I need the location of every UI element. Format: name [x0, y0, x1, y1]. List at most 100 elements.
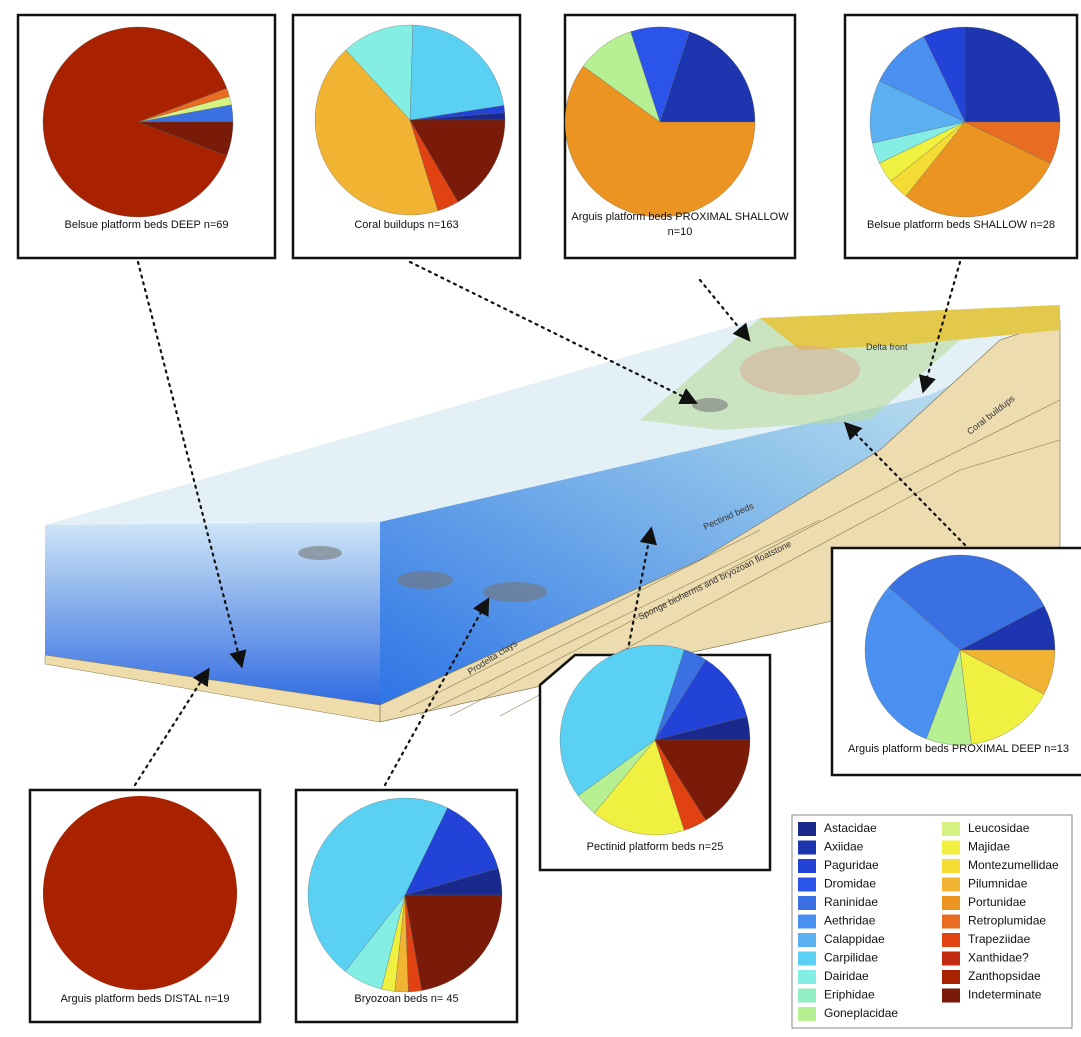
panel-title-box: Arguis platform beds PROXIMAL SHALLOW n=…	[571, 211, 789, 238]
delta-front-lobe	[740, 345, 860, 395]
panel-title: Belsue platform beds SHALLOW n=28	[866, 219, 1055, 231]
pie-slice	[864, 586, 961, 740]
buildup	[692, 398, 728, 412]
legend-label: Dairidae	[824, 969, 869, 983]
pie-slice	[564, 65, 756, 218]
legend-label: Montezumellidae	[968, 858, 1059, 872]
delta-plain	[760, 305, 1060, 350]
panel-title-box: Belsue platform beds DEEP n=69	[64, 219, 229, 231]
pie-slice	[559, 644, 685, 797]
legend-label: Calappidae	[824, 932, 885, 946]
legend-label: Trapeziidae	[968, 932, 1031, 946]
pointer-arrow	[133, 667, 210, 787]
legend-label: Astacidae	[824, 821, 877, 835]
buildup	[298, 546, 342, 560]
panel-title-box: Belsue platform beds SHALLOW n=28	[866, 219, 1055, 231]
legend-label: Paguridae	[824, 858, 879, 872]
pointer-arrow	[623, 526, 657, 667]
panel-title: Belsue platform beds DEEP n=69	[64, 219, 229, 231]
pointer-arrow	[843, 421, 967, 547]
pointer-arrow	[408, 260, 698, 405]
legend-label: Portunidae	[968, 895, 1026, 909]
legend-swatch	[942, 951, 960, 966]
legend-label: Retroplumidae	[968, 914, 1046, 928]
water-front	[45, 522, 380, 712]
pie-slice	[905, 121, 1051, 218]
panel-title: Bryozoan beds n= 45	[354, 993, 459, 1005]
pie-slice	[654, 659, 748, 741]
pie-slice	[404, 894, 503, 991]
panel-title: Arguis platform beds PROXIMAL SHALLOW n=…	[571, 211, 789, 238]
buildup	[397, 571, 453, 589]
legend-swatch	[798, 822, 816, 836]
panel-title-box: Arguis platform beds DISTAL n=19	[60, 993, 230, 1005]
panel-title-box: Coral buildups n=163	[354, 219, 459, 231]
pie-slice	[314, 49, 439, 216]
panel-title: Arguis platform beds DISTAL n=19	[60, 993, 230, 1005]
legend-swatch	[798, 970, 816, 984]
legend-label: Xanthidae?	[968, 951, 1029, 965]
legend-label: Majidae	[968, 840, 1010, 854]
pie-slice	[888, 554, 1045, 651]
legend-swatch	[798, 988, 816, 1003]
pie-slice	[959, 649, 1056, 695]
pie-slice	[307, 797, 448, 972]
legend-swatch	[798, 877, 816, 892]
pointer-arrow	[383, 597, 490, 787]
pie-slice	[43, 796, 237, 990]
pie-slice	[409, 119, 506, 203]
legend-swatch	[798, 896, 816, 910]
legend-swatch	[942, 970, 960, 984]
legend-swatch	[942, 859, 960, 873]
pie-slice	[345, 24, 413, 121]
panel-title: Pectinid platform beds n=25	[586, 841, 724, 853]
panel-title-box: Bryozoan beds n= 45	[354, 993, 459, 1005]
legend-label: Raninidae	[824, 895, 878, 909]
legend-swatch	[798, 1007, 816, 1021]
pie-slice	[959, 649, 1045, 745]
water-body	[380, 330, 1060, 712]
pie-slice	[409, 24, 505, 121]
legend-swatch	[942, 914, 960, 929]
pointer-arrow	[918, 260, 962, 394]
legend-label: Axiidae	[824, 840, 864, 854]
legend-label: Aethridae	[824, 914, 876, 928]
legend-swatch	[798, 914, 816, 929]
legend-swatch	[798, 933, 816, 947]
buildup	[483, 582, 547, 602]
panel-title-box: Pectinid platform beds n=25	[586, 841, 724, 853]
pointer-arrow	[698, 278, 751, 342]
legend-swatch	[798, 840, 816, 855]
legend-label: Leucosidae	[968, 821, 1030, 835]
diagram-label: Delta front	[866, 342, 908, 352]
pie-slice	[964, 26, 1061, 123]
legend-swatch	[798, 859, 816, 873]
legend-label: Dromidae	[824, 877, 876, 891]
legend-label: Pilumnidae	[968, 877, 1028, 891]
legend-label: Carpilidae	[824, 951, 878, 965]
legend-swatch	[798, 951, 816, 966]
strata	[399, 399, 1061, 717]
legend-swatch	[942, 877, 960, 892]
legend-swatch	[942, 840, 960, 855]
legend-frame	[791, 814, 1073, 1029]
legend-swatch	[942, 822, 960, 836]
pie-slice	[594, 739, 685, 836]
pie-slice	[659, 31, 756, 123]
pie-slice	[42, 26, 227, 218]
pointer-arrow	[136, 260, 247, 669]
legend-label: Zanthopsidae	[968, 969, 1041, 983]
pie-slice	[404, 807, 499, 896]
pie-slice	[964, 121, 1061, 164]
legend-label: Goneplacidae	[824, 1006, 898, 1020]
pie-slice	[137, 121, 234, 157]
legend-swatch	[942, 896, 960, 910]
legend-label: Indeterminate	[968, 988, 1042, 1002]
legend-swatch	[942, 988, 960, 1003]
legend-swatch	[942, 933, 960, 947]
panel-title: Coral buildups n=163	[354, 219, 459, 231]
panel-title-box: Arguis platform beds PROXIMAL DEEP n=13	[847, 743, 1070, 755]
panel-title: Arguis platform beds PROXIMAL DEEP n=13	[847, 743, 1070, 755]
